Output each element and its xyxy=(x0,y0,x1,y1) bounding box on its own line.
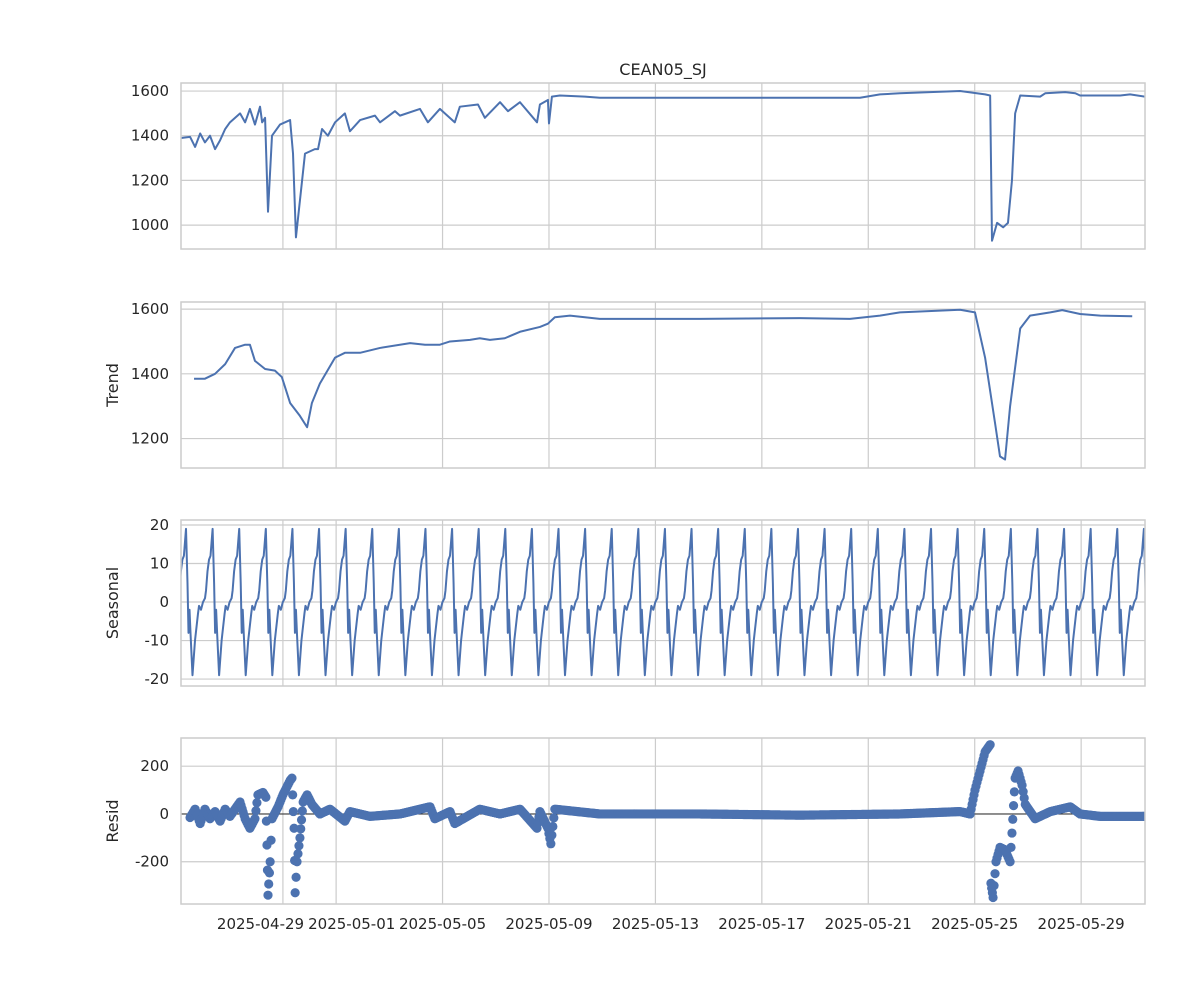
y-tick-label: 1400 xyxy=(131,127,169,145)
resid-point xyxy=(1009,787,1019,797)
y-tick-label: 0 xyxy=(159,593,169,611)
panel-frame xyxy=(180,82,1146,250)
resid-point xyxy=(252,798,262,808)
series-seasonal xyxy=(181,527,1145,677)
resid-point xyxy=(264,879,274,889)
resid-point xyxy=(548,821,558,832)
resid-point xyxy=(1008,814,1018,824)
y-tick-label: -20 xyxy=(145,670,170,688)
seasonal-line xyxy=(181,527,1145,677)
chart-title: CEAN05_SJ xyxy=(619,60,706,80)
resid-point xyxy=(291,872,301,882)
y-tick-label: 1200 xyxy=(131,430,169,448)
resid-point xyxy=(297,806,307,816)
y-tick-label: 1400 xyxy=(131,365,169,383)
y-axis-label: Resid xyxy=(103,799,122,842)
y-tick-label: 0 xyxy=(159,805,169,823)
resid-point xyxy=(293,849,303,859)
x-tick-label: 2025-05-25 xyxy=(931,915,1018,933)
x-tick-label: 2025-05-05 xyxy=(399,915,486,933)
resid-point xyxy=(1006,842,1016,852)
series-resid xyxy=(185,740,1145,903)
panel-observed: 1000 1200 1400 1600 xyxy=(131,82,1146,250)
resid-point xyxy=(295,833,305,843)
panels: 1000 1200 1400 1600 1200 1400 1600 Trend -20 -10 0… xyxy=(103,82,1146,933)
resid-point xyxy=(288,806,298,817)
resid-point xyxy=(294,841,304,851)
y-tick-label: 1200 xyxy=(131,171,169,189)
resid-point xyxy=(546,839,556,849)
resid-point xyxy=(296,824,306,834)
resid-point xyxy=(261,792,271,802)
resid-point xyxy=(251,806,261,816)
panel-frame xyxy=(180,301,1146,469)
x-tick-label: 2025-05-01 xyxy=(308,915,395,933)
resid-point xyxy=(290,888,300,898)
resid-point xyxy=(263,890,273,900)
observed-line xyxy=(181,90,1145,242)
resid-point xyxy=(289,823,299,833)
series-observed xyxy=(181,90,1145,242)
panel-seasonal: -20 -10 0 10 20 Seasonal xyxy=(103,516,1146,688)
x-tick-label: 2025-05-13 xyxy=(612,915,699,933)
x-tick-label: 2025-05-09 xyxy=(505,915,592,933)
y-tick-label: 200 xyxy=(140,757,169,775)
resid-point xyxy=(1008,800,1019,811)
x-tick-label: 2025-05-17 xyxy=(718,915,805,933)
y-tick-label: 1600 xyxy=(131,300,169,318)
y-tick-label: 1600 xyxy=(131,82,169,100)
resid-point xyxy=(990,869,1000,879)
resid-point xyxy=(296,815,307,825)
resid-point xyxy=(288,790,298,800)
series-trend xyxy=(194,308,1133,461)
y-tick-label: -200 xyxy=(135,853,169,871)
x-tick-label: 2025-04-29 xyxy=(217,915,304,933)
panel-trend: 1200 1400 1600 Trend xyxy=(103,300,1146,469)
y-axis-label: Seasonal xyxy=(103,567,122,639)
panel-resid: -200 0 200 Resid xyxy=(103,737,1146,905)
resid-point xyxy=(1005,857,1015,867)
x-tick-label: 2025-05-29 xyxy=(1038,915,1125,933)
y-tick-label: 10 xyxy=(150,555,169,573)
resid-point xyxy=(549,813,559,823)
y-axis-label: Trend xyxy=(103,363,122,408)
panel-frame xyxy=(180,519,1146,687)
resid-point xyxy=(264,868,275,878)
resid-point xyxy=(250,814,260,824)
resid-point xyxy=(266,835,276,845)
resid-point xyxy=(265,857,275,867)
trend-line xyxy=(194,308,1133,461)
panel-frame xyxy=(180,737,1146,905)
resid-point xyxy=(1140,811,1145,821)
resid-point xyxy=(1007,828,1017,838)
resid-point xyxy=(989,881,999,891)
resid-point xyxy=(292,857,302,867)
resid-point xyxy=(985,740,995,750)
resid-point xyxy=(287,773,297,783)
resid-point xyxy=(547,830,557,840)
resid-point xyxy=(988,892,998,903)
y-tick-label: -10 xyxy=(145,632,170,650)
y-tick-label: 20 xyxy=(150,516,169,534)
x-tick-label: 2025-05-21 xyxy=(825,915,912,933)
y-tick-label: 1000 xyxy=(131,216,169,234)
